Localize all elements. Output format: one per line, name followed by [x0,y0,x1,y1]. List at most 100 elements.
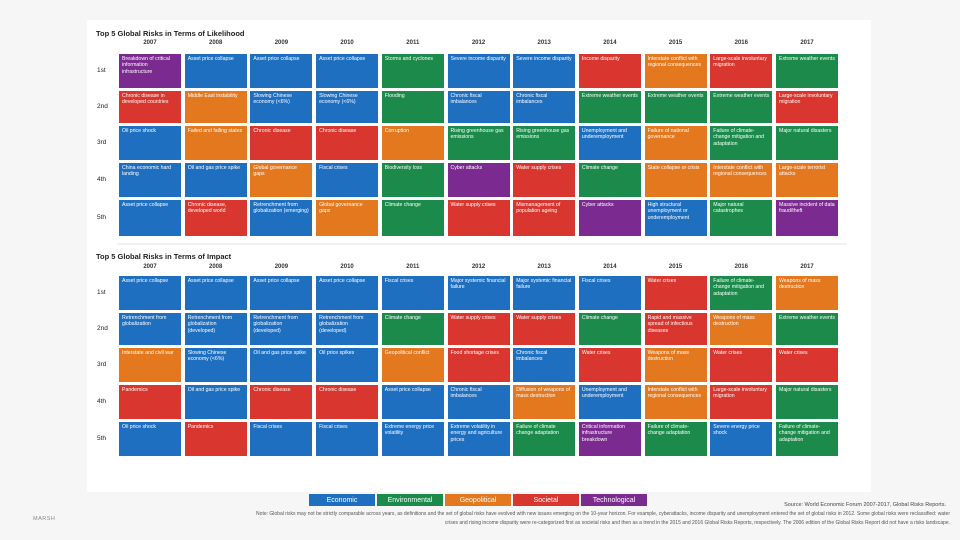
likelihood-risk-cell: Biodiversity loss [381,163,444,197]
likelihood-risk-cell: Interstate conflict with regional conseq… [710,163,773,197]
likelihood-risk-cell: High structural unemployment or underemp… [644,200,707,236]
impact-risk-cell: Failure of climate change adaptation [513,422,576,456]
likelihood-risk-cell: Extreme weather events [578,91,641,123]
likelihood-risk-cell: Mismanagement of population ageing [513,200,576,236]
impact-risk-cell: Major natural disasters [776,385,838,419]
impact-risk-cell: Oil and gas price spike [250,348,313,382]
likelihood-risk-cell: Failure of national governance [644,126,707,160]
impact-rank-label: 1st [97,289,106,296]
impact-year-2011: 2011 [406,264,420,270]
impact-risk-cell: Asset price collapse [119,276,181,310]
impact-title: Top 5 Global Risks in Terms of Impact [96,252,232,261]
likelihood-risk-cell: Large-scale involuntary migration [776,91,838,123]
legend-swatch: Societal [513,494,579,506]
likelihood-risk-cell: Water supply crises [447,200,510,236]
likelihood-year-2016: 2016 [734,40,748,46]
likelihood-risk-cell: Massive incident of data fraud/theft [776,200,838,236]
impact-risk-cell: Oil price spikes [316,348,379,382]
footer-source: Source: World Economic Forum 2007-2017, … [784,502,946,508]
likelihood-risk-cell: Large-scale involuntary migration [710,54,773,88]
likelihood-risk-cell: Large-scale terrorist attacks [776,163,838,197]
likelihood-risk-cell: Slowing Chinese economy (<6%) [316,91,379,123]
likelihood-risk-cell: Slowing Chinese economy (<6%) [250,91,313,123]
likelihood-year-2015: 2015 [668,40,683,46]
impact-risk-cell: Failure of climate-change mitigation and… [710,276,773,310]
likelihood-rank-label: 2nd [97,103,108,110]
likelihood-risk-cell: Cyber attacks [578,200,641,236]
impact-risk-cell: Retrenchment from globalization [119,313,181,345]
impact-rank-label: 4th [97,398,107,405]
impact-year-2007: 2007 [143,264,157,270]
impact-risk-cell: Diffusion of weapons of mass destruction [513,385,576,419]
global-risks-panel: Top 5 Global Risks in Terms of Likelihoo… [87,20,871,506]
impact-risk-cell: Retrenchment from globalization (develop… [184,313,247,345]
impact-risk-cell: Water supply crises [447,313,510,345]
likelihood-risk-cell: Asset price collapse [184,54,247,88]
likelihood-risk-cell: Asset price collapse [250,54,313,88]
impact-year-2014: 2014 [603,264,617,270]
impact-risk-cell: Chronic fiscal imbalances [447,385,510,419]
likelihood-risk-cell: Climate change [578,163,641,197]
likelihood-year-2008: 2008 [209,40,223,46]
likelihood-year-2012: 2012 [471,40,486,46]
impact-risk-cell: Critical information infrastructure brea… [578,422,641,456]
likelihood-title: Top 5 Global Risks in Terms of Likelihoo… [96,29,245,38]
impact-risk-cell: Fiscal crises [316,422,379,456]
likelihood-risk-cell: Severe income disparity [447,54,510,88]
impact-risk-cell: Asset price collapse [184,276,247,310]
impact-risk-cell: Climate change [381,313,444,345]
impact-year-2008: 2008 [209,264,223,270]
impact-risk-cell: Asset price collapse [381,385,444,419]
likelihood-risk-cell: Major natural catastrophes [710,200,773,236]
likelihood-risk-cell: Income disparity [578,54,641,88]
impact-risk-cell: Interstate and civil war [119,348,181,382]
likelihood-risk-cell: Flooding [381,91,444,123]
impact-risk-cell: Unemployment and underemployment [578,385,641,419]
likelihood-year-2010: 2010 [340,40,354,46]
impact-risk-cell: Geopolitical conflict [381,348,444,382]
likelihood-risk-cell: Extreme weather events [776,54,838,88]
impact-risk-cell: Pandemics [184,422,247,456]
likelihood-risk-cell: Chronic disease, developed world [184,200,247,236]
likelihood-risk-cell: Cyber attacks [447,163,510,197]
likelihood-year-2007: 2007 [143,40,157,46]
impact-risk-cell: Pandemics [119,385,181,419]
likelihood-risk-cell: Chronic fiscal imbalances [513,91,576,123]
impact-risk-cell: Water crises [578,348,641,382]
likelihood-risk-cell: Unemployment and underemployment [578,126,641,160]
impact-year-2012: 2012 [471,264,486,270]
likelihood-risk-cell: Extreme weather events [644,91,707,123]
impact-risk-cell: Major systemic financial failure [513,276,576,310]
impact-risk-cell: Chronic disease [250,385,313,419]
likelihood-risk-cell: Chronic fiscal imbalances [447,91,510,123]
likelihood-risk-cell: Retrenchment from globalization (emergin… [250,200,313,236]
likelihood-rank-label: 5th [97,214,107,221]
likelihood-year-2013: 2013 [537,40,551,46]
impact-risk-cell: Fiscal crises [578,276,641,310]
impact-year-2009: 2009 [274,264,289,270]
impact-risk-cell: Water crises [644,276,707,310]
impact-risk-cell: Severe energy price shock [710,422,773,456]
likelihood-risk-cell: Interstate conflict with regional conseq… [644,54,707,88]
footer-note: Note: Global risks may not be strictly c… [256,511,950,526]
likelihood-year-2011: 2011 [406,40,420,46]
likelihood-risk-cell: Storms and cyclones [381,54,444,88]
impact-risk-cell: Chronic disease [316,385,379,419]
impact-risk-cell: Climate change [578,313,641,345]
likelihood-risk-cell: Middle East instability [184,91,247,123]
impact-year-2013: 2013 [537,264,551,270]
impact-risk-cell: Retrenchment from globalization (develop… [250,313,313,345]
likelihood-risk-cell: Water supply crises [513,163,576,197]
likelihood-year-2009: 2009 [274,40,289,46]
likelihood-risk-cell: Major natural disasters [776,126,838,160]
impact-risk-cell: Water crises [710,348,773,382]
likelihood-risk-cell: Global governance gaps [250,163,313,197]
impact-risk-cell: Water supply crises [513,313,576,345]
likelihood-risk-cell: Severe income disparity [513,54,576,88]
impact-risk-cell: Failure of climate-change mitigation and… [776,422,838,456]
likelihood-risk-cell: Rising greenhouse gas emissions [447,126,510,160]
impact-risk-cell: Retrenchment from globalization (develop… [316,313,379,345]
likelihood-risk-cell: Breakdown of critical information infras… [119,54,181,88]
legend-swatch: Technological [581,494,647,506]
impact-year-2016: 2016 [734,264,748,270]
